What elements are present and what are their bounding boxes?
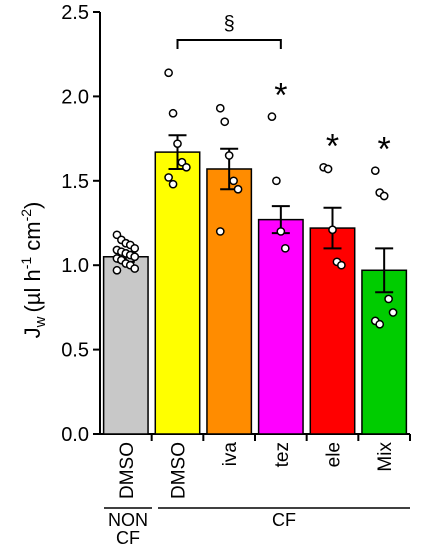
data-point <box>164 173 173 182</box>
data-point <box>215 103 225 113</box>
y-tick-label: 1.0 <box>61 255 89 277</box>
data-point <box>220 117 230 127</box>
bracket-label: § <box>224 13 235 35</box>
significance-marks: * * * <box>274 77 391 169</box>
x-tick-label: tez <box>272 442 293 467</box>
comparison-bracket: § <box>176 13 282 49</box>
data-point <box>164 68 173 78</box>
bar <box>154 151 201 435</box>
data-point <box>130 252 140 262</box>
x-tick-label: DMSO <box>169 442 190 499</box>
non-cf-label-line1: NON <box>108 510 148 530</box>
data-point <box>130 264 140 273</box>
bar <box>309 227 356 435</box>
x-tick-label: ele <box>324 442 345 467</box>
y-ticks: 0.0 0.5 1.0 1.5 2.0 2.5 <box>61 2 100 446</box>
x-tick-label: iva <box>220 442 241 467</box>
data-point <box>337 260 346 270</box>
data-point <box>224 151 234 160</box>
ylabel-mid: cm <box>20 221 45 256</box>
data-point <box>168 179 178 189</box>
y-tick-label: 0.0 <box>61 424 89 446</box>
data-point <box>276 227 286 236</box>
data-point <box>112 265 122 275</box>
y-axis-label-text: Jw (µl h-1 cm-2) <box>18 202 49 339</box>
data-point <box>384 294 393 304</box>
group-annotations: NON CF CF <box>104 507 410 548</box>
data-point <box>388 308 398 317</box>
x-tick-label: Mix <box>375 442 396 472</box>
ylabel-exp1: -1 <box>18 257 34 270</box>
ylabel-exp2: -2 <box>18 209 34 222</box>
y-tick-label: 2.5 <box>61 2 89 24</box>
data-point <box>215 227 225 236</box>
data-point <box>379 191 389 201</box>
data-point <box>130 243 140 253</box>
x-tick-label: DMSO <box>117 442 138 499</box>
y-tick-label: 0.5 <box>61 340 89 362</box>
bar <box>361 269 408 435</box>
ylabel-close: ) <box>20 202 45 209</box>
data-point <box>328 225 337 235</box>
y-tick-label: 2.0 <box>61 86 89 108</box>
y-tick-label: 1.5 <box>61 171 89 193</box>
data-point <box>233 184 243 194</box>
data-point <box>168 108 178 118</box>
bar <box>102 256 149 435</box>
significance-asterisk: * <box>378 131 391 169</box>
cf-label: CF <box>272 510 296 530</box>
data-points <box>112 68 398 329</box>
data-point <box>323 164 333 174</box>
data-point <box>272 176 281 186</box>
data-point <box>267 112 277 122</box>
ylabel-main: J <box>20 327 45 338</box>
data-point <box>229 176 238 186</box>
bar <box>257 218 304 435</box>
bar <box>206 168 253 435</box>
data-point <box>280 243 290 253</box>
bars <box>102 151 408 435</box>
ylabel-open: (µl h <box>20 269 45 312</box>
significance-asterisk: * <box>274 77 287 115</box>
y-axis-label: Jw (µl h-1 cm-2) <box>18 202 49 339</box>
data-point <box>370 166 380 176</box>
bracket-line <box>176 39 282 49</box>
x-tick-labels: DMSO DMSO iva tez ele Mix <box>117 434 411 499</box>
data-point <box>375 319 385 329</box>
data-point <box>182 162 191 172</box>
data-point <box>173 139 182 149</box>
significance-asterisk: * <box>326 127 339 165</box>
non-cf-label-line2: CF <box>116 528 140 548</box>
ylabel-sub: w <box>32 316 49 328</box>
